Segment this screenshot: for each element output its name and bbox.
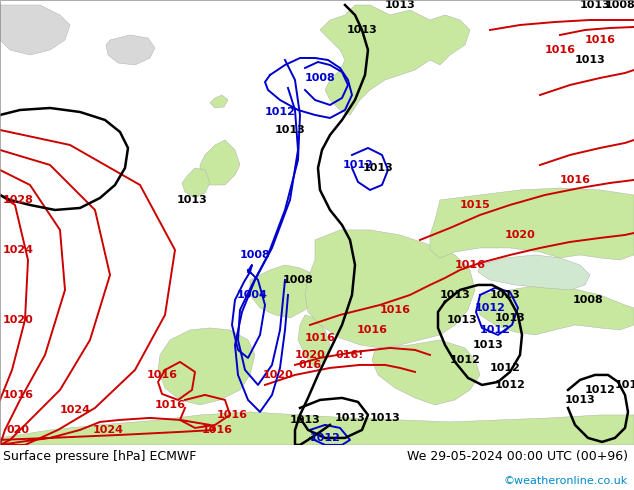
Text: 1016: 1016 (216, 410, 247, 420)
Polygon shape (478, 255, 590, 290)
Text: 1013: 1013 (495, 313, 526, 323)
Text: 1008: 1008 (304, 73, 335, 83)
Text: 1016: 1016 (3, 390, 34, 400)
Text: 1013: 1013 (347, 25, 377, 35)
Text: 1024: 1024 (60, 405, 91, 415)
Text: 1015: 1015 (460, 200, 490, 210)
Text: 1004: 1004 (236, 290, 268, 300)
Text: 1013: 1013 (565, 395, 595, 405)
Text: 1016: 1016 (146, 370, 178, 380)
Polygon shape (0, 412, 634, 445)
Polygon shape (478, 285, 634, 335)
Text: 1016: 1016 (585, 35, 616, 45)
Text: 1012: 1012 (489, 363, 521, 373)
Text: 1012: 1012 (585, 385, 616, 395)
Polygon shape (250, 265, 320, 318)
Text: 1012: 1012 (475, 303, 505, 313)
Text: We 29-05-2024 00:00 UTC (00+96): We 29-05-2024 00:00 UTC (00+96) (406, 450, 628, 463)
Polygon shape (182, 168, 210, 198)
Polygon shape (210, 95, 228, 108)
Text: 1028: 1028 (3, 195, 34, 205)
Text: 1008: 1008 (573, 295, 604, 305)
Text: 020: 020 (6, 425, 30, 435)
Text: 1012: 1012 (614, 380, 634, 390)
Text: ©weatheronline.co.uk: ©weatheronline.co.uk (503, 476, 628, 486)
Polygon shape (320, 5, 470, 115)
Text: 016!: 016! (336, 350, 364, 360)
Polygon shape (372, 340, 480, 405)
Text: 1012: 1012 (309, 433, 340, 443)
Text: 016: 016 (299, 360, 321, 370)
Text: 1016: 1016 (155, 400, 186, 410)
Text: 1012: 1012 (450, 355, 481, 365)
Text: 1013: 1013 (385, 0, 415, 10)
Text: 1016: 1016 (202, 425, 233, 435)
Polygon shape (298, 315, 330, 368)
Text: 1008: 1008 (240, 250, 270, 260)
Polygon shape (305, 230, 475, 348)
Text: 1020: 1020 (3, 315, 34, 325)
Text: 1016: 1016 (356, 325, 387, 335)
Text: 1013: 1013 (275, 125, 306, 135)
Text: 1016: 1016 (559, 175, 590, 185)
Text: 1020: 1020 (295, 350, 325, 360)
Text: 1008: 1008 (283, 275, 313, 285)
Text: 1013: 1013 (472, 340, 503, 350)
Text: 1016: 1016 (380, 305, 410, 315)
Text: 1020: 1020 (262, 370, 294, 380)
Text: 1016: 1016 (545, 45, 576, 55)
Text: 1013: 1013 (439, 290, 470, 300)
Text: 1013: 1013 (363, 163, 393, 173)
Text: 1013: 1013 (446, 315, 477, 325)
Text: 1013: 1013 (370, 413, 401, 423)
Text: 1013: 1013 (579, 0, 611, 10)
Text: 1013: 1013 (489, 290, 521, 300)
Text: Surface pressure [hPa] ECMWF: Surface pressure [hPa] ECMWF (3, 450, 197, 463)
Text: 1012: 1012 (479, 325, 510, 335)
Text: 1016: 1016 (304, 333, 335, 343)
Polygon shape (0, 5, 70, 55)
Polygon shape (158, 328, 255, 405)
Text: 1012: 1012 (495, 380, 526, 390)
Text: 1012: 1012 (264, 107, 295, 117)
Text: 1013: 1013 (574, 55, 605, 65)
Polygon shape (106, 35, 155, 65)
Text: 1008: 1008 (605, 0, 634, 10)
Text: 1013: 1013 (290, 415, 320, 425)
Text: 1013: 1013 (177, 195, 207, 205)
Polygon shape (430, 188, 634, 260)
Text: 1024: 1024 (3, 245, 34, 255)
Text: 1024: 1024 (93, 425, 124, 435)
Text: 1013: 1013 (335, 413, 365, 423)
Text: 1016: 1016 (455, 260, 486, 270)
Polygon shape (200, 140, 240, 185)
Text: 1012: 1012 (342, 160, 373, 170)
Text: 1020: 1020 (505, 230, 535, 240)
